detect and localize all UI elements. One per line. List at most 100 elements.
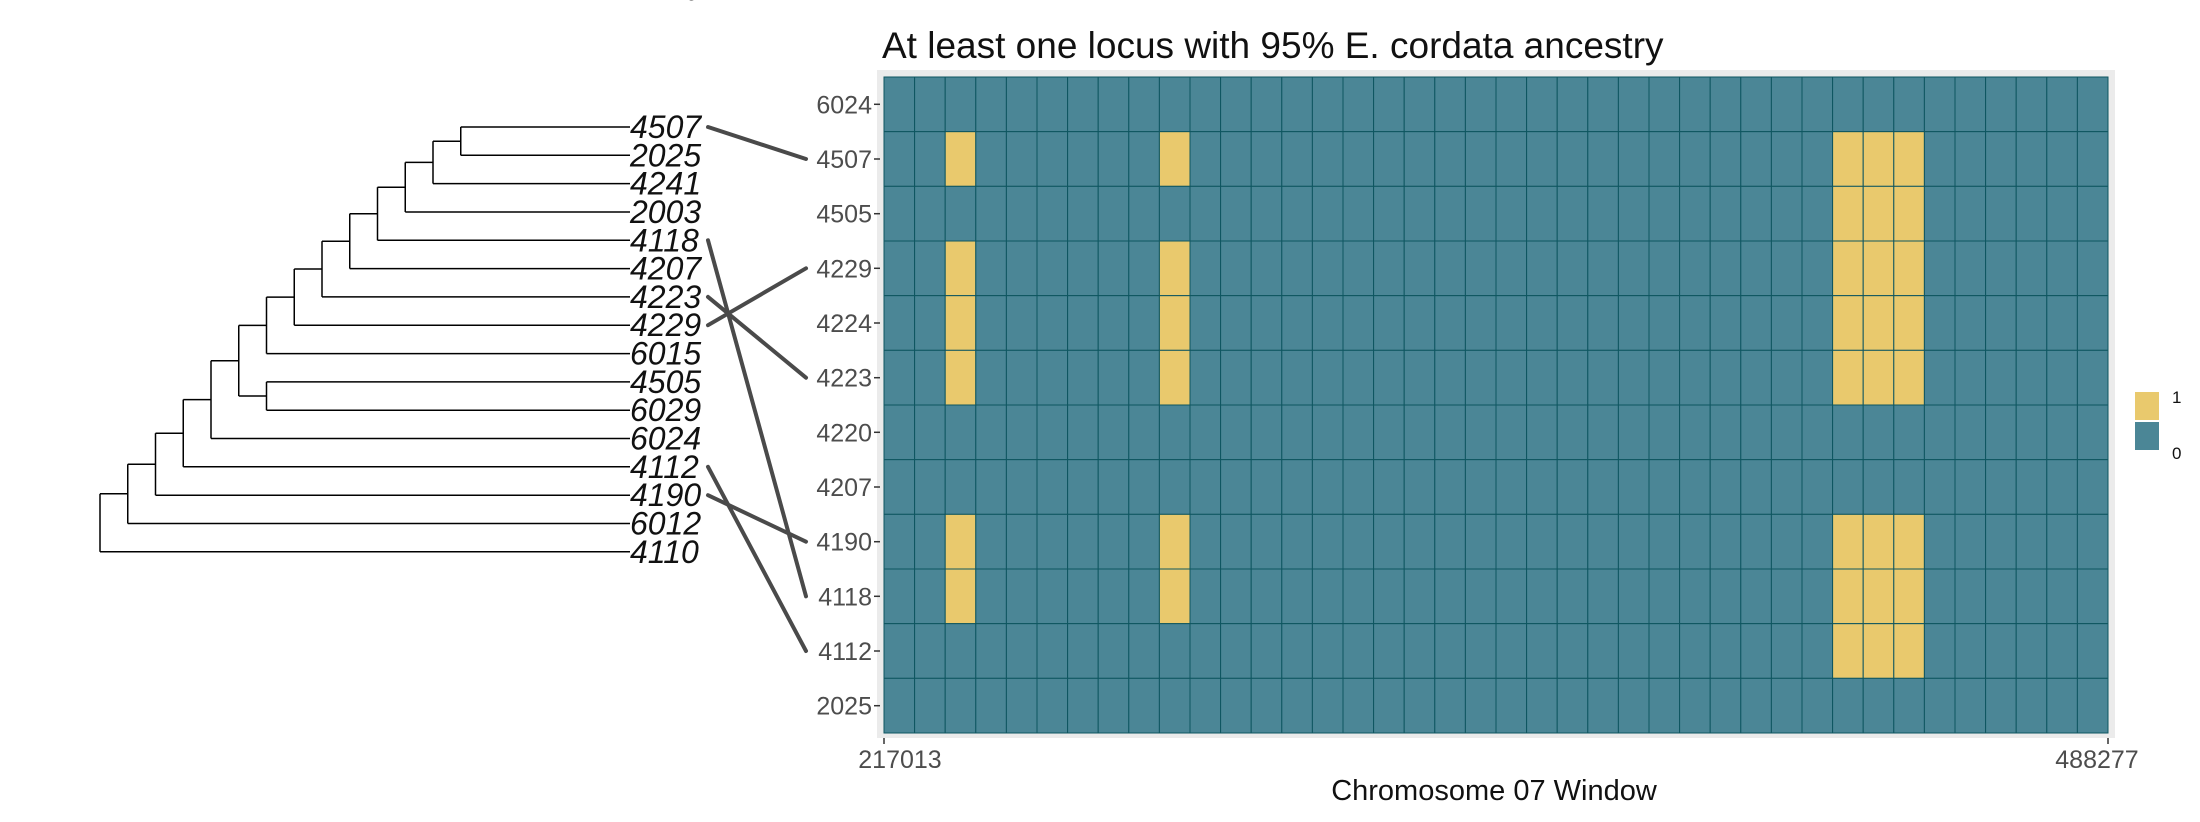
heatmap-cell	[944, 459, 977, 515]
heatmap-cell	[883, 459, 916, 515]
heatmap-cell	[1617, 568, 1650, 625]
heatmap-cell	[944, 513, 977, 570]
heatmap-cell	[1434, 623, 1466, 679]
heatmap-cell	[944, 677, 977, 734]
heatmap-cell	[1128, 459, 1160, 515]
heatmap-cell	[1740, 295, 1772, 351]
heatmap-cell	[914, 131, 946, 187]
heatmap-cell	[1036, 349, 1069, 406]
heatmap-cell	[1158, 240, 1191, 297]
heatmap-cell	[1434, 185, 1466, 242]
heatmap-cell	[2015, 404, 2048, 461]
heatmap-cell	[1311, 76, 1344, 133]
heatmap-cell	[1740, 76, 1772, 133]
heatmap-cell	[1036, 185, 1069, 242]
heatmap-cell	[1556, 404, 1589, 461]
heatmap-cell	[1128, 185, 1160, 242]
heatmap-cell	[1311, 459, 1344, 515]
heatmap-cell	[1189, 349, 1222, 406]
heatmap-cell	[1220, 185, 1252, 242]
heatmap-cell	[1526, 568, 1558, 625]
heatmap-cell	[1434, 131, 1466, 187]
heatmap-cell	[1801, 131, 1834, 187]
heatmap-cell	[975, 623, 1007, 679]
row-label: 4505	[816, 201, 872, 229]
heatmap-cell	[975, 513, 1007, 570]
heatmap-cell	[1158, 459, 1191, 515]
heatmap-cell	[975, 131, 1007, 187]
heatmap-cell	[1985, 623, 2017, 679]
heatmap-cell	[1832, 185, 1864, 242]
heatmap-cell	[1342, 185, 1375, 242]
heatmap-cell	[1281, 76, 1313, 133]
tree-tip-label: 4112	[630, 449, 699, 485]
heatmap-cell	[1526, 185, 1558, 242]
heatmap-cell	[1801, 459, 1834, 515]
heatmap-cell	[1342, 677, 1375, 734]
heatmap-cell	[2076, 568, 2109, 625]
heatmap-cell	[1526, 76, 1558, 133]
heatmap-cell	[2015, 513, 2048, 570]
row-label: 4190	[816, 529, 872, 557]
heatmap-cell	[975, 240, 1007, 297]
heatmap-cell	[1740, 131, 1772, 187]
heatmap-cell	[1403, 131, 1436, 187]
heatmap-cell	[1097, 623, 1130, 679]
heatmap-cell	[1250, 568, 1283, 625]
heatmap-cell	[1740, 513, 1772, 570]
heatmap-cell	[1464, 568, 1497, 625]
heatmap-cell	[1893, 568, 1925, 625]
heatmap-cell	[1281, 295, 1313, 351]
tree-tip-label: 4246	[630, 0, 701, 7]
heatmap-cell	[1097, 131, 1130, 187]
heatmap-cell	[1985, 185, 2017, 242]
heatmap-cell	[1464, 295, 1497, 351]
heatmap-grid	[883, 76, 2109, 734]
heatmap-cell	[1128, 513, 1160, 570]
heatmap-cell	[1097, 404, 1130, 461]
heatmap-cell	[1740, 349, 1772, 406]
row-label: 4223	[816, 365, 872, 393]
heatmap-cell	[1801, 349, 1834, 406]
heatmap-cell	[1281, 349, 1313, 406]
heatmap-cell	[1097, 295, 1130, 351]
heatmap-cell	[1985, 131, 2017, 187]
heatmap-cell	[1128, 131, 1160, 187]
legend-key-0	[2135, 422, 2159, 450]
heatmap-cell	[1067, 459, 1099, 515]
heatmap-cell	[1220, 513, 1252, 570]
heatmap-cell	[1862, 513, 1895, 570]
heatmap-cell	[1832, 76, 1864, 133]
heatmap-cell	[1985, 677, 2017, 734]
heatmap-cell	[944, 623, 977, 679]
heatmap-cell	[1648, 76, 1681, 133]
heatmap-cell	[2015, 240, 2048, 297]
tree-tip-label: 4224	[630, 0, 701, 7]
heatmap-cell	[975, 295, 1007, 351]
heatmap-cell	[1495, 131, 1528, 187]
heatmap-cell	[1617, 677, 1650, 734]
heatmap-cell	[1556, 185, 1589, 242]
heatmap-cell	[1067, 568, 1099, 625]
heatmap-cell	[1128, 568, 1160, 625]
row-label: 4229	[816, 255, 872, 283]
heatmap-cell	[1067, 623, 1099, 679]
heatmap-cell	[1036, 76, 1069, 133]
heatmap-cell	[1679, 513, 1711, 570]
heatmap-cell	[2046, 459, 2078, 515]
heatmap-cell	[1862, 623, 1895, 679]
heatmap-cell	[1770, 349, 1803, 406]
heatmap-cell	[1526, 459, 1558, 515]
heatmap-cell	[1403, 295, 1436, 351]
heatmap-cell	[1923, 459, 1956, 515]
x-axis-ticks: 217013 488277	[858, 738, 2139, 774]
heatmap-cell	[1250, 240, 1283, 297]
heatmap-cell	[914, 240, 946, 297]
heatmap-cell	[1311, 677, 1344, 734]
heatmap-cell	[1954, 185, 1987, 242]
heatmap-cell	[1923, 568, 1956, 625]
heatmap-cell	[1311, 568, 1344, 625]
heatmap-cell	[1740, 404, 1772, 461]
heatmap-cell	[1954, 404, 1987, 461]
